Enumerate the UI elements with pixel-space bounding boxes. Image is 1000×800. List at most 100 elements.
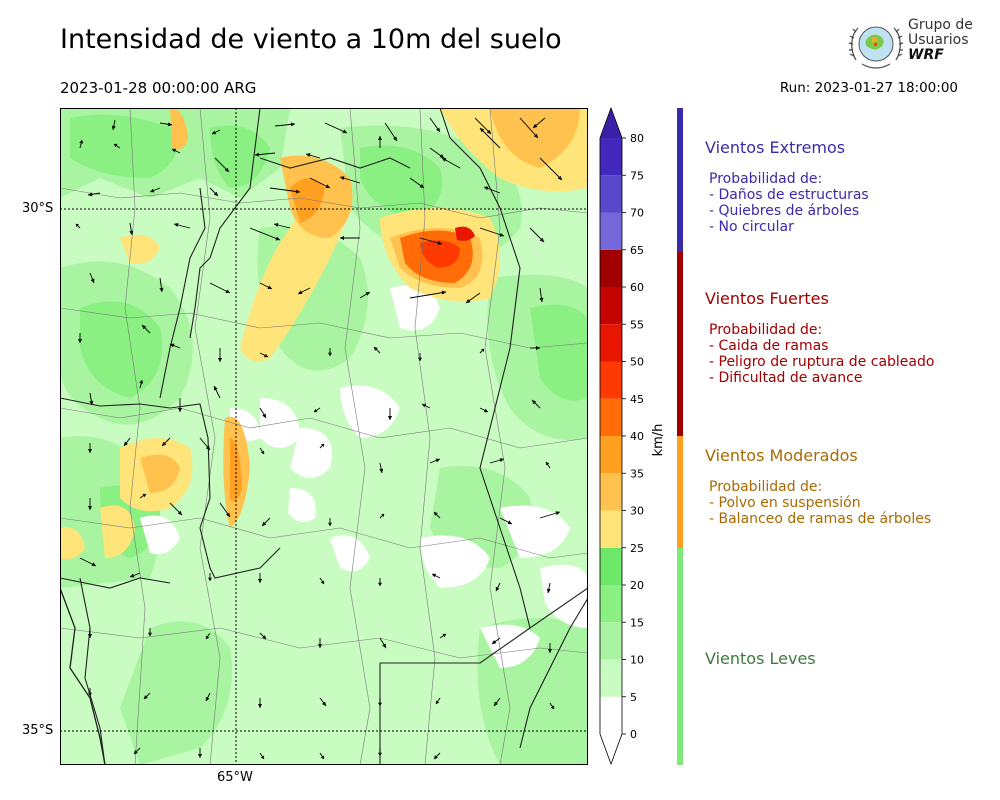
- colorbar-cell: [600, 696, 622, 734]
- wind-vector-head: [382, 643, 386, 648]
- wind-vector: [479, 127, 501, 149]
- wrf-logo: Grupo de Usuarios WRF: [848, 16, 973, 74]
- colorbar-cell: [600, 138, 622, 176]
- detail-line: Probabilidad de:: [709, 322, 823, 338]
- colorbar-tick-label: 55: [630, 318, 644, 331]
- category-bar-moderados: [677, 436, 683, 548]
- wind-vector: [249, 227, 281, 241]
- colorbar-ticks: 0 5 10 15 20 25 30 35 40 45 50 55 60 65 70 75 80: [622, 132, 644, 741]
- category-moderados: Vientos Moderados Probabilidad de: - Pol…: [705, 446, 931, 527]
- wind-vector-head: [480, 128, 485, 133]
- wind-vector-head: [374, 347, 378, 351]
- wind-vector-head: [255, 152, 260, 157]
- colorbar-tick-label: 0: [630, 728, 637, 741]
- colorbar-cell: [600, 436, 622, 474]
- wind-vector-head: [435, 458, 440, 463]
- category-extremos: Vientos Extremos Probabilidad de: - Daño…: [705, 138, 869, 235]
- colorbar-tick-label: 40: [630, 430, 644, 443]
- colorbar: 0 5 10 15 20 25 30 35 40 45 50 55 60 65 70 75 80 km/h: [599, 106, 666, 766]
- logo-line3: WRF: [908, 47, 944, 63]
- colorbar-cells: [599, 106, 623, 766]
- detail-line: - Dificultad de avance: [709, 370, 863, 386]
- category-bar-extremos: [677, 108, 683, 252]
- category-bar-leves: [677, 548, 683, 765]
- wind-vector-head: [295, 189, 300, 194]
- wind-vector-head: [139, 380, 144, 384]
- wind-vector-head: [90, 278, 95, 283]
- wind-vector-head: [205, 696, 210, 701]
- colorbar-cell: [600, 659, 622, 697]
- wind-vector-head: [205, 635, 210, 639]
- lon-label-65w: 65°W: [217, 770, 253, 785]
- detail-line: - Balanceo de ramas de árboles: [709, 511, 932, 527]
- category-fuertes: Vientos Fuertes Probabilidad de: - Caida…: [705, 289, 934, 386]
- wind-vector-head: [177, 510, 182, 515]
- wind-vector-head: [499, 458, 504, 463]
- logo-line1: Grupo de: [908, 17, 973, 33]
- wind-vector-head: [434, 755, 438, 759]
- wind-vector-head: [328, 352, 332, 356]
- wind-vector-head: [205, 445, 210, 450]
- wind-vector-head: [314, 408, 318, 413]
- wind-vector-head: [198, 754, 202, 758]
- detail-line: - Polvo en suspensión: [709, 495, 861, 511]
- wind-vector-head: [225, 289, 230, 293]
- detail-line: - Daños de estructuras: [709, 187, 869, 203]
- colorbar-tick-label: 50: [630, 356, 644, 369]
- colorbar-cell: [600, 287, 622, 325]
- colorbar-cell: [600, 324, 622, 362]
- colorbar-cell: [600, 175, 622, 213]
- wind-vector-head: [480, 349, 484, 353]
- country-border: [60, 587, 106, 765]
- wind-vector-head: [494, 701, 498, 706]
- wind-vector-head: [306, 153, 311, 158]
- colorbar-tick-label: 5: [630, 691, 637, 704]
- wind-vector-head: [320, 755, 325, 759]
- wind-vector-head: [483, 408, 488, 413]
- wind-vector-head: [226, 512, 230, 517]
- wind-vector-head: [340, 236, 344, 240]
- wind-vector-head: [436, 127, 440, 132]
- wind-vector-head: [114, 143, 118, 148]
- colorbar-cell: [600, 212, 622, 250]
- wind-vector-head: [557, 175, 562, 180]
- wind-vector-head: [442, 158, 447, 162]
- wind-vector-head: [432, 573, 437, 578]
- wind-vector-head: [111, 125, 116, 130]
- wind-vector-head: [550, 705, 555, 709]
- colorbar-tick-label: 25: [630, 542, 644, 555]
- wind-vector-head: [484, 186, 489, 191]
- wind-vector-head: [88, 506, 92, 510]
- wind-vector-head: [212, 130, 217, 135]
- category-leves: Vientos Leves: [705, 649, 816, 668]
- category-name: Vientos Fuertes: [705, 289, 829, 308]
- wind-vector-head: [148, 632, 152, 636]
- wind-vector-head: [150, 188, 155, 193]
- wind-vector-head: [130, 573, 135, 578]
- lat-label-35s: 35°S: [22, 723, 54, 738]
- wind-vector-head: [495, 586, 500, 591]
- detail-line: Probabilidad de:: [709, 479, 823, 495]
- category-bar: [677, 108, 683, 765]
- wind-vector-head: [274, 223, 279, 227]
- wind-vector-head: [441, 290, 446, 295]
- wind-vector-head: [533, 133, 538, 138]
- wind-vector-head: [548, 649, 552, 653]
- wind-vector-head: [89, 400, 94, 405]
- wind-vector-head: [76, 224, 80, 228]
- wind-vector-head: [379, 468, 384, 473]
- globe-logo-icon: [848, 26, 904, 69]
- department-boundaries: [60, 108, 588, 765]
- wind-vector-head: [499, 232, 504, 237]
- wind-vector-head: [262, 413, 266, 418]
- valid-time: 2023-01-28 00:00:00 ARG: [60, 79, 257, 97]
- logo-line2: Usuarios: [908, 32, 969, 48]
- wind-vector-head: [418, 357, 422, 361]
- wind-vector-head: [437, 241, 442, 245]
- wind-vector: [479, 227, 505, 237]
- wind-vector-head: [208, 577, 212, 581]
- wind-vector-head: [545, 462, 550, 466]
- colorbar-tick-label: 10: [630, 654, 644, 667]
- map-title: Intensidad de viento a 10m del suelo: [60, 24, 562, 55]
- wind-vector-head: [546, 588, 551, 593]
